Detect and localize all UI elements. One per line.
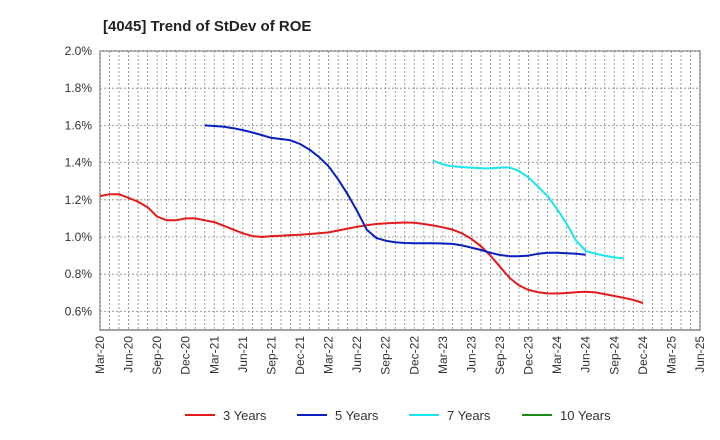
x-tick-label: Dec-21	[293, 336, 307, 375]
x-tick-label: Jun-22	[350, 336, 364, 373]
legend-label: 5 Years	[335, 408, 379, 423]
x-tick-label: Mar-23	[436, 336, 450, 374]
x-tick-label: Dec-24	[636, 336, 650, 375]
series-line-1	[99, 193, 644, 304]
legend-label: 7 Years	[447, 408, 491, 423]
x-tick-label: Mar-21	[207, 336, 221, 374]
legend-label: 10 Years	[560, 408, 611, 423]
x-tick-label: Jun-21	[236, 336, 250, 373]
x-tick-label: Mar-25	[664, 336, 678, 374]
grid-lines	[99, 50, 701, 330]
x-tick-label: Sep-20	[150, 336, 164, 375]
series-line-3	[432, 159, 624, 260]
y-tick-label: 2.0%	[65, 44, 93, 58]
x-tick-label: Jun-23	[464, 336, 478, 373]
x-tick-label: Mar-24	[550, 336, 564, 374]
y-tick-label: 1.6%	[65, 118, 93, 132]
x-tick-label: Sep-24	[607, 336, 621, 375]
x-tick-label: Sep-21	[264, 336, 278, 375]
series-lines	[99, 124, 644, 304]
y-tick-label: 1.8%	[65, 81, 93, 95]
legend-label: 3 Years	[223, 408, 267, 423]
y-axis-ticks: 0.6% 0.8% 1.0% 1.2% 1.4% 1.6% 1.8% 2.0%	[65, 44, 93, 318]
y-tick-label: 0.6%	[65, 304, 93, 318]
x-tick-label: Dec-22	[407, 336, 421, 375]
y-tick-label: 1.2%	[65, 193, 93, 207]
x-tick-label: Jun-24	[579, 336, 593, 373]
series-line-2	[204, 124, 586, 258]
x-tick-label: Sep-23	[493, 336, 507, 375]
x-tick-label: Jun-20	[122, 336, 136, 373]
x-tick-label: Sep-22	[379, 336, 393, 375]
x-tick-label: Mar-20	[93, 336, 107, 374]
x-tick-label: Mar-22	[322, 336, 336, 374]
y-tick-label: 1.4%	[65, 156, 93, 170]
y-tick-label: 1.0%	[65, 230, 93, 244]
x-tick-label: Dec-23	[522, 336, 536, 375]
plot-area	[99, 50, 701, 331]
legend: 3 Years 5 Years 7 Years 10 Years	[185, 408, 611, 423]
x-tick-label: Dec-20	[179, 336, 193, 375]
y-tick-label: 0.8%	[65, 267, 93, 281]
chart-title: [4045] Trend of StDev of ROE	[103, 18, 311, 35]
x-tick-label: Jun-25	[693, 336, 707, 373]
x-axis-ticks: Mar-20 Jun-20 Sep-20 Dec-20 Mar-21 Jun-21 Sep-…	[93, 336, 707, 375]
